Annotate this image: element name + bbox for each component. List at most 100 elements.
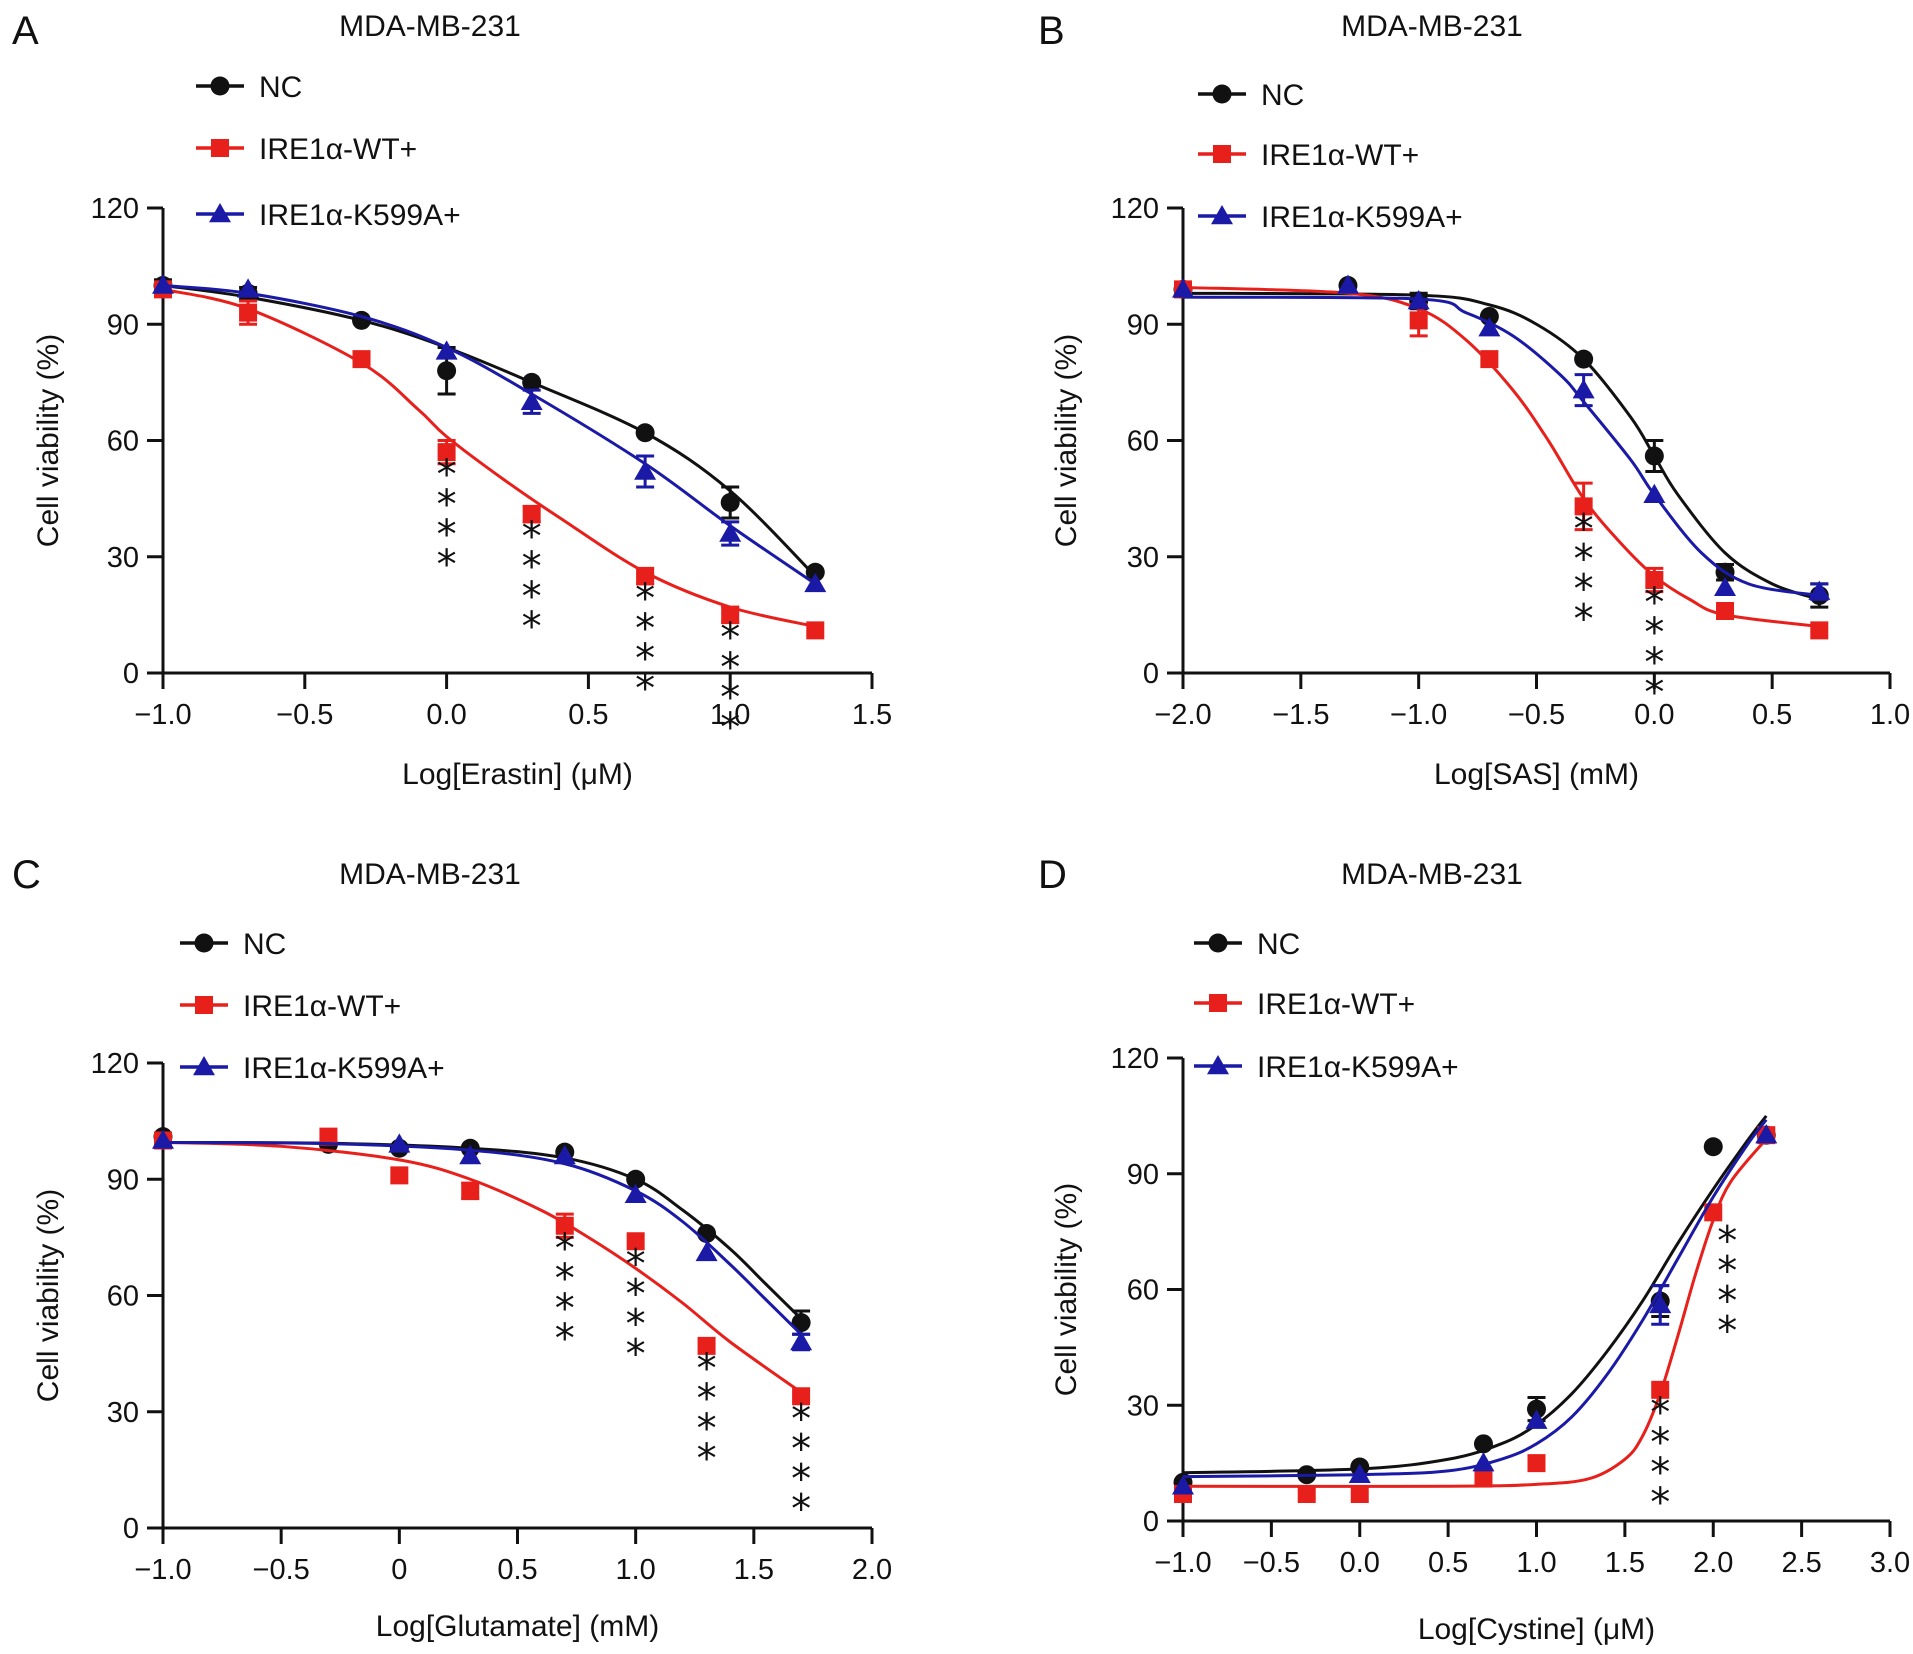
y-axis-label: Cell viability (%) [1050, 334, 1083, 547]
data-point [791, 1313, 811, 1333]
x-tick-label: 1.5 [734, 1554, 774, 1586]
data-point [636, 567, 655, 586]
y-tick-label: 90 [1127, 309, 1159, 341]
fit-curve [162, 284, 817, 586]
significance-star: * [791, 1456, 811, 1502]
significance-star: * [1650, 1480, 1670, 1526]
y-tick-label: 60 [107, 1281, 139, 1313]
significance-star: * [437, 452, 457, 498]
data-point [1716, 602, 1735, 620]
fit-curve [162, 284, 817, 578]
legend-label: IRE1α-K599A+ [243, 1052, 445, 1085]
panel-letter: D [1038, 853, 1067, 897]
data-point [152, 274, 174, 294]
data-point [720, 493, 740, 512]
series-ire1-k599a- [1172, 274, 1831, 601]
legend-marker [194, 933, 214, 953]
x-tick-label: 1.0 [1516, 1547, 1556, 1579]
data-point [152, 1129, 174, 1149]
significance-star: * [626, 1241, 646, 1287]
panel-letter: C [12, 853, 41, 897]
significance-star: * [555, 1316, 575, 1362]
data-point [1755, 1124, 1778, 1144]
legend-label: NC [243, 928, 286, 961]
legend-item: IRE1α-WT+ [1198, 139, 1419, 172]
series-ire1-k599a- [152, 274, 827, 593]
data-point [352, 350, 371, 369]
x-tick-label: 0.0 [1634, 699, 1674, 731]
significance-star: * [791, 1426, 811, 1472]
data-point [459, 1145, 482, 1165]
significance-annotation: **** [1644, 580, 1664, 716]
significance-star: * [437, 512, 457, 558]
data-point [1572, 379, 1595, 399]
data-point [804, 572, 827, 593]
significance-star: * [635, 576, 655, 622]
legend-item: IRE1α-K599A+ [196, 199, 461, 232]
data-point [792, 1387, 811, 1406]
x-tick-label: 1.0 [1870, 699, 1910, 731]
significance-star: * [1574, 566, 1594, 612]
y-tick-label: 60 [1127, 426, 1159, 458]
significance-annotation: **** [555, 1226, 575, 1362]
significance-star: * [1717, 1308, 1737, 1354]
legend-item: IRE1α-WT+ [1194, 988, 1415, 1021]
legend-marker [209, 203, 231, 223]
data-point [437, 443, 456, 462]
x-tick-label: 0.5 [497, 1554, 537, 1586]
significance-annotation: **** [635, 576, 655, 712]
x-tick-label: 2.0 [1693, 1547, 1733, 1579]
significance-star: * [626, 1301, 646, 1347]
significance-star: * [791, 1486, 811, 1532]
data-point [1480, 350, 1499, 369]
significance-star: * [635, 606, 655, 652]
x-tick-label: −1.5 [1272, 699, 1329, 731]
legend-label: IRE1α-WT+ [1257, 988, 1415, 1021]
significance-star: * [555, 1286, 575, 1332]
series-ire1-wt- [1174, 1126, 1776, 1503]
legend-item: NC [1198, 79, 1304, 112]
significance-star: * [626, 1331, 646, 1377]
series-nc [153, 276, 825, 582]
data-point [1172, 1475, 1194, 1495]
x-tick-label: 0.0 [426, 699, 466, 731]
significance-star: * [697, 1376, 717, 1422]
significance-star: * [437, 482, 457, 528]
y-tick-label: 90 [107, 309, 139, 341]
data-point [806, 621, 825, 640]
significance-star: * [1574, 596, 1594, 642]
data-point [1409, 311, 1428, 330]
significance-star: * [1644, 580, 1664, 626]
legend-label: IRE1α-K599A+ [1261, 201, 1463, 234]
significance-annotation: **** [1574, 506, 1594, 642]
data-point [1297, 1484, 1316, 1503]
significance-star: * [720, 615, 740, 661]
series-ire1-k599a- [152, 1129, 813, 1352]
data-point [1808, 580, 1831, 600]
significance-star: * [1644, 640, 1664, 686]
data-point [1407, 290, 1430, 310]
y-tick-label: 60 [107, 426, 139, 458]
legend-item: IRE1α-K599A+ [180, 1052, 445, 1085]
x-axis-label: Log[Glutamate] (mM) [376, 1610, 659, 1643]
legend-label: NC [259, 71, 302, 104]
legend-item: NC [1194, 928, 1300, 961]
y-tick-label: 0 [123, 658, 139, 690]
significance-annotation: **** [697, 1346, 717, 1482]
data-point [626, 1169, 646, 1189]
panel-title: MDA-MB-231 [339, 10, 521, 43]
legend-label: NC [1261, 79, 1304, 112]
y-tick-label: 0 [1143, 658, 1159, 690]
legend-marker [1212, 84, 1232, 104]
significance-star: * [1717, 1248, 1737, 1294]
y-axis-label: Cell viability (%) [32, 334, 65, 547]
data-point [1574, 349, 1594, 369]
x-tick-label: −0.5 [1508, 699, 1565, 731]
x-tick-label: −1.0 [1154, 1547, 1211, 1579]
x-tick-label: 1.5 [852, 699, 892, 731]
x-tick-label: −0.5 [253, 1554, 310, 1586]
data-point [805, 562, 825, 582]
data-point [1651, 1380, 1670, 1399]
panel-title: MDA-MB-231 [1341, 858, 1523, 891]
